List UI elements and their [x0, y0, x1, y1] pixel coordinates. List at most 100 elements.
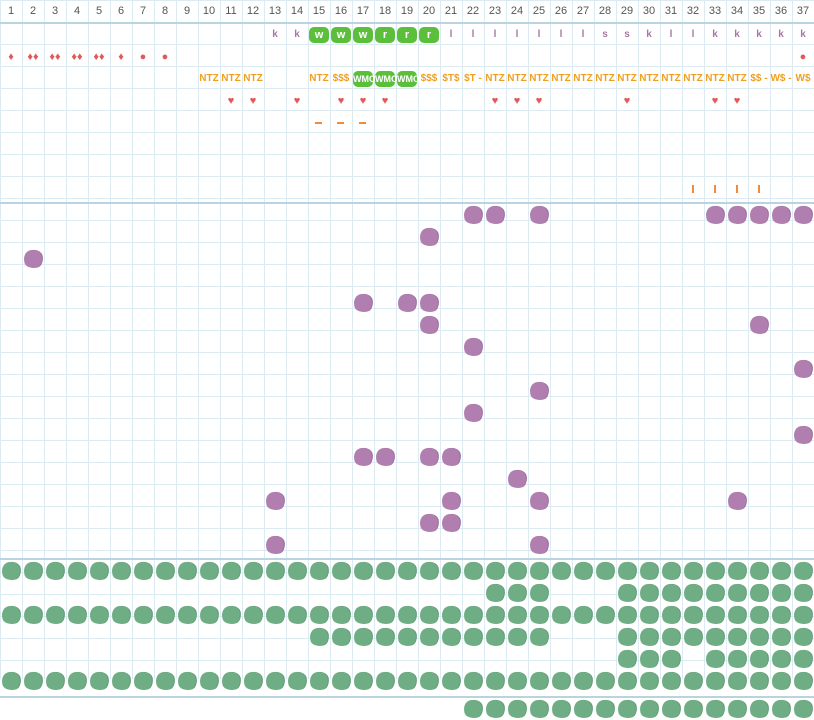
green-block[interactable] [44, 670, 66, 692]
purple-block[interactable] [770, 204, 792, 226]
purple-block[interactable] [440, 512, 462, 534]
drop-icon[interactable]: ♦♦ [71, 51, 83, 63]
green-block[interactable] [22, 670, 44, 692]
green-block[interactable] [308, 670, 330, 692]
green-block[interactable] [396, 626, 418, 648]
purple-block[interactable] [264, 534, 286, 556]
green-block[interactable] [616, 670, 638, 692]
green-block[interactable] [176, 604, 198, 626]
purple-block[interactable] [792, 358, 814, 380]
drop-icon[interactable]: ♦ [118, 51, 124, 63]
green-block[interactable] [616, 648, 638, 670]
green-block[interactable] [506, 626, 528, 648]
label-cell[interactable]: k [712, 29, 718, 40]
purple-block[interactable] [440, 446, 462, 468]
green-block[interactable] [330, 626, 352, 648]
green-block[interactable] [198, 604, 220, 626]
tick-marker[interactable] [748, 178, 770, 200]
green-block[interactable] [748, 582, 770, 604]
green-block[interactable] [198, 560, 220, 582]
green-block[interactable] [704, 582, 726, 604]
green-block[interactable] [704, 626, 726, 648]
green-block[interactable] [638, 582, 660, 604]
green-block[interactable] [594, 560, 616, 582]
badge-cell[interactable]: WMO [374, 68, 398, 90]
green-block[interactable] [88, 670, 110, 692]
badge-cell[interactable]: r [396, 24, 418, 46]
green-block[interactable] [286, 670, 308, 692]
green-block[interactable] [616, 604, 638, 626]
label-cell[interactable]: k [646, 29, 652, 40]
green-block[interactable] [352, 626, 374, 648]
green-block[interactable] [220, 560, 242, 582]
tick-marker[interactable] [682, 178, 704, 200]
green-block[interactable] [682, 560, 704, 582]
green-block[interactable] [484, 626, 506, 648]
green-block[interactable] [22, 604, 44, 626]
green-block[interactable] [792, 648, 814, 670]
label-cell[interactable]: l [515, 29, 519, 40]
purple-block[interactable] [418, 446, 440, 468]
green-block[interactable] [726, 698, 748, 720]
drop-icon[interactable]: ● [139, 51, 147, 63]
green-block[interactable] [704, 604, 726, 626]
green-block[interactable] [352, 670, 374, 692]
green-block[interactable] [286, 604, 308, 626]
green-block[interactable] [550, 604, 572, 626]
label-cell[interactable]: NTZ [551, 73, 571, 84]
label-cell[interactable]: W$ - [770, 73, 792, 84]
drop-icon[interactable]: ♦ [8, 51, 14, 63]
badge-cell[interactable]: w [308, 24, 330, 46]
green-block[interactable] [770, 670, 792, 692]
green-block[interactable] [308, 604, 330, 626]
green-block[interactable] [0, 670, 22, 692]
green-block[interactable] [616, 698, 638, 720]
purple-block[interactable] [484, 204, 506, 226]
tick-marker[interactable] [704, 178, 726, 200]
green-block[interactable] [462, 698, 484, 720]
badge-cell[interactable]: w [352, 24, 374, 46]
green-block[interactable] [660, 582, 682, 604]
green-block[interactable] [440, 604, 462, 626]
purple-block[interactable] [748, 314, 770, 336]
green-block[interactable] [110, 670, 132, 692]
green-block[interactable] [594, 670, 616, 692]
label-cell[interactable]: l [537, 29, 541, 40]
green-block[interactable] [462, 560, 484, 582]
green-block[interactable] [220, 670, 242, 692]
purple-block[interactable] [352, 446, 374, 468]
green-block[interactable] [110, 604, 132, 626]
green-block[interactable] [748, 626, 770, 648]
label-cell[interactable]: NTZ [199, 73, 219, 84]
label-cell[interactable]: NTZ [661, 73, 681, 84]
green-block[interactable] [264, 670, 286, 692]
green-block[interactable] [704, 670, 726, 692]
green-block[interactable] [682, 698, 704, 720]
purple-block[interactable] [374, 446, 396, 468]
green-block[interactable] [638, 604, 660, 626]
heart-icon[interactable]: ♥ [733, 95, 741, 107]
badge-cell[interactable]: r [418, 24, 440, 46]
label-cell[interactable]: NTZ [683, 73, 703, 84]
label-cell[interactable]: l [471, 29, 475, 40]
label-cell[interactable]: l [581, 29, 585, 40]
badge-cell[interactable]: WMO [352, 68, 376, 90]
label-cell[interactable]: k [778, 29, 784, 40]
purple-block[interactable] [440, 490, 462, 512]
green-block[interactable] [572, 698, 594, 720]
green-block[interactable] [550, 670, 572, 692]
green-block[interactable] [220, 604, 242, 626]
drop-icon[interactable]: ♦♦ [93, 51, 105, 63]
green-block[interactable] [484, 698, 506, 720]
green-block[interactable] [748, 560, 770, 582]
purple-block[interactable] [418, 292, 440, 314]
label-cell[interactable]: W$ [795, 73, 811, 84]
green-block[interactable] [572, 604, 594, 626]
green-block[interactable] [660, 648, 682, 670]
green-block[interactable] [506, 698, 528, 720]
green-block[interactable] [770, 648, 792, 670]
drop-icon[interactable]: ● [799, 51, 807, 63]
green-block[interactable] [154, 670, 176, 692]
drop-icon[interactable]: ♦♦ [49, 51, 61, 63]
green-block[interactable] [176, 560, 198, 582]
